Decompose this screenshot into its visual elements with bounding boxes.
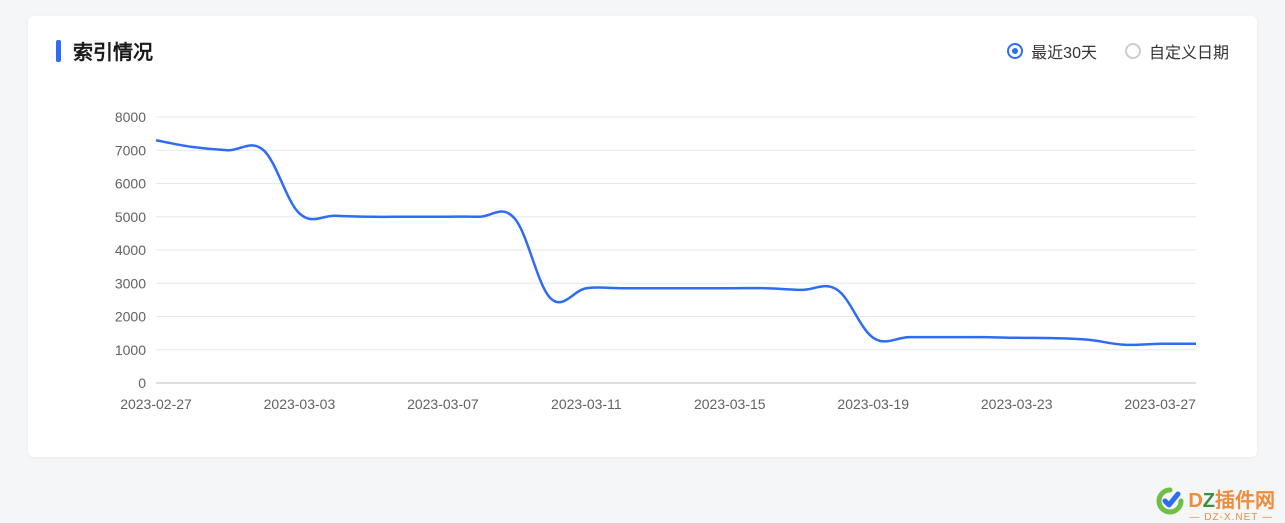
panel-title: 索引情况: [73, 36, 153, 65]
svg-text:6000: 6000: [115, 176, 146, 192]
y-tick: 2000: [115, 309, 146, 325]
date-range-radios: 最近30天 自定义日期: [1007, 39, 1229, 63]
watermark-text-part: 插件网: [1215, 490, 1275, 512]
svg-text:2023-02-27: 2023-02-27: [120, 396, 192, 412]
y-tick: 0: [138, 375, 146, 391]
y-tick: 6000: [115, 176, 146, 192]
svg-text:2023-03-27: 2023-03-27: [1124, 396, 1196, 412]
watermark: DZ插件网: [1156, 487, 1275, 515]
watermark-text: DZ插件网: [1188, 491, 1275, 511]
index-line-chart: 0 1000 2000 3000 4000 5000 6000 7000 8000 2023-02…: [56, 107, 1216, 437]
svg-text:2023-03-23: 2023-03-23: [981, 396, 1053, 412]
x-tick: 2023-03-03: [264, 396, 336, 412]
svg-text:3000: 3000: [115, 275, 146, 291]
watermark-subtext: — DZ-X.NET —: [1190, 512, 1273, 523]
x-tick: 2023-03-27: [1124, 396, 1196, 412]
svg-text:5000: 5000: [115, 209, 146, 225]
series-line: [156, 140, 1196, 345]
x-tick: 2023-03-23: [981, 396, 1053, 412]
date-range-radio[interactable]: 最近30天: [1007, 39, 1097, 63]
header: 索引情况 最近30天 自定义日期: [28, 16, 1257, 73]
svg-text:7000: 7000: [115, 142, 146, 158]
radio-icon: [1125, 43, 1141, 59]
date-range-radio[interactable]: 自定义日期: [1125, 39, 1229, 63]
y-tick: 5000: [115, 209, 146, 225]
svg-text:2023-03-11: 2023-03-11: [551, 396, 622, 412]
x-tick: 2023-02-27: [120, 396, 192, 412]
chart-area: 0 1000 2000 3000 4000 5000 6000 7000 8000 2023-02…: [28, 73, 1257, 457]
radio-label: 最近30天: [1031, 39, 1097, 63]
card: 索引情况 最近30天 自定义日期 0 1000 2000 3000 4000 5000 600…: [28, 16, 1257, 457]
title-wrap: 索引情况: [56, 36, 153, 65]
watermark-logo-icon: [1156, 487, 1184, 515]
y-tick: 1000: [115, 342, 146, 358]
watermark-text-part: D: [1188, 490, 1202, 512]
accent-bar: [56, 40, 61, 62]
svg-text:2023-03-15: 2023-03-15: [694, 396, 766, 412]
x-tick: 2023-03-07: [407, 396, 479, 412]
svg-text:8000: 8000: [115, 109, 146, 125]
x-tick: 2023-03-11: [551, 396, 622, 412]
svg-text:2000: 2000: [115, 309, 146, 325]
svg-text:2023-03-03: 2023-03-03: [264, 396, 336, 412]
svg-text:2023-03-19: 2023-03-19: [837, 396, 909, 412]
y-tick: 8000: [115, 109, 146, 125]
radio-icon: [1007, 43, 1023, 59]
svg-text:1000: 1000: [115, 342, 146, 358]
watermark-text-part: Z: [1203, 490, 1215, 512]
x-tick: 2023-03-15: [694, 396, 766, 412]
y-tick: 4000: [115, 242, 146, 258]
svg-text:2023-03-07: 2023-03-07: [407, 396, 479, 412]
radio-label: 自定义日期: [1149, 39, 1229, 63]
svg-text:0: 0: [138, 375, 146, 391]
svg-text:4000: 4000: [115, 242, 146, 258]
x-tick: 2023-03-19: [837, 396, 909, 412]
y-tick: 3000: [115, 275, 146, 291]
y-tick: 7000: [115, 142, 146, 158]
